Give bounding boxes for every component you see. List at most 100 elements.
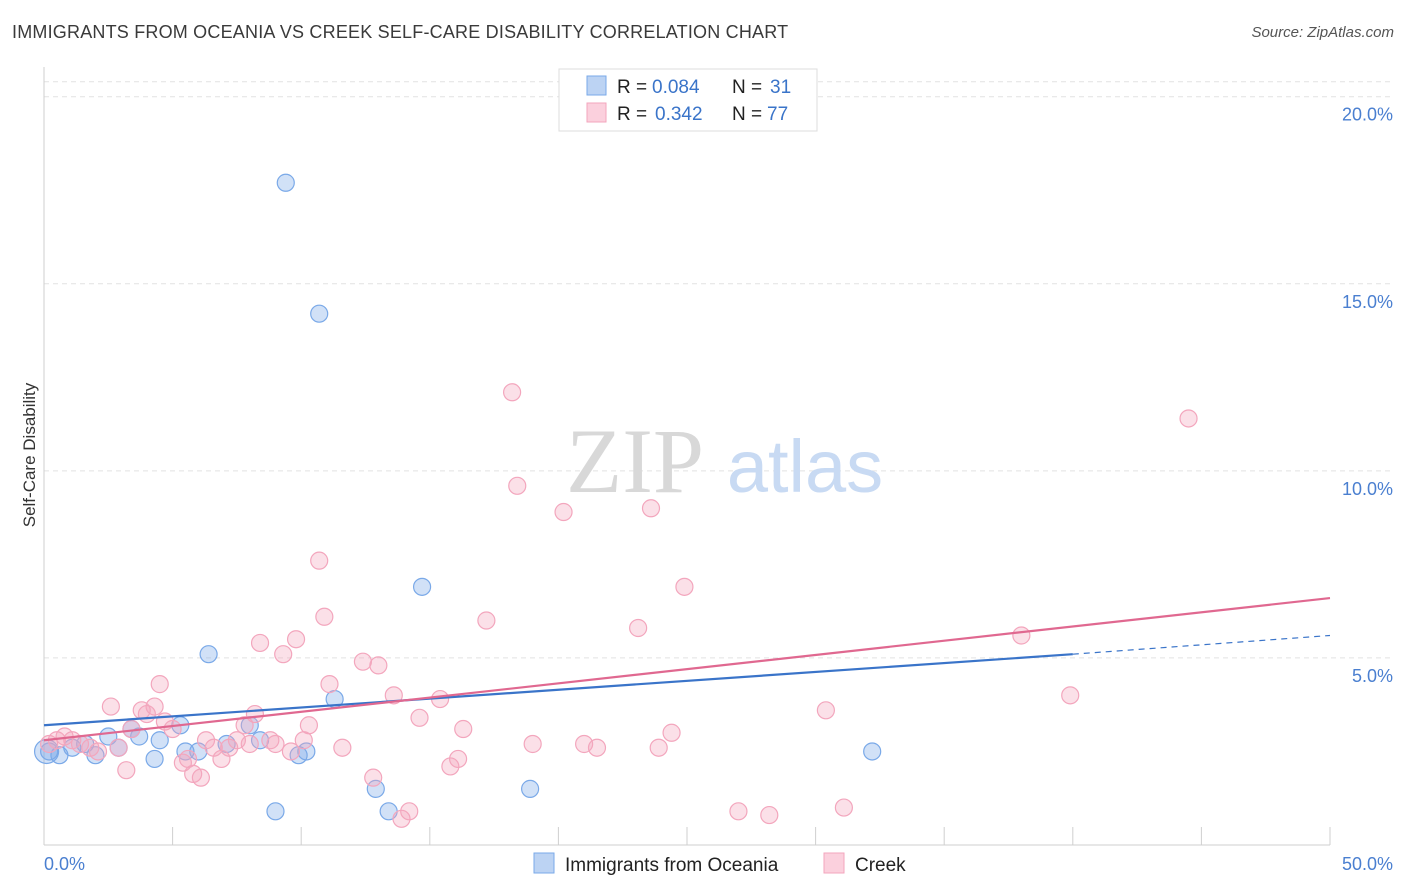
creek-point-34 [286,630,306,649]
bottom-legend-label-oceania: Immigrants from Oceania [565,855,779,876]
creek-point-67 [834,798,853,817]
bottom-legend-label-creek: Creek [855,855,906,876]
creek-point-62 [662,723,681,742]
x-tick-label-min: 0.0% [44,854,85,874]
oceania-trend-line [43,653,1073,727]
oceania-point-8 [130,727,149,746]
creek-point-41 [353,652,373,671]
creek-point-7 [101,697,120,716]
oceania-point-21 [297,742,316,761]
creek-point-29 [250,633,270,653]
series-creek-points [40,383,1198,828]
creek-point-42 [364,768,383,787]
creek-point-44 [384,686,403,705]
x-tick-label-max: 50.0% [1342,854,1393,874]
creek-point-65 [760,805,779,825]
axes [43,67,1331,846]
oceania-point-27 [521,779,540,798]
watermark-atlas: atlas [727,425,883,508]
legend-swatch-creek [586,102,607,123]
creek-point-45 [392,809,411,828]
creek-point-43 [369,656,388,675]
creek-point-33 [281,742,301,761]
creek-point-24 [220,738,239,757]
oceania-point-12 [176,742,195,761]
creek-point-40 [333,738,352,757]
creek-point-68 [1012,626,1031,645]
creek-point-16 [163,719,182,739]
y-tick-label-3: 20.0% [1342,105,1393,125]
legend-n-oceania: 31 [770,77,791,98]
creek-point-61 [649,738,668,757]
creek-point-39 [320,675,339,694]
creek-point-64 [729,802,748,821]
grid-lines [44,81,1393,659]
creek-point-6 [88,742,108,761]
creek-point-37 [310,551,329,570]
legend-r-creek: 0.342 [655,104,703,125]
oceania-point-22 [310,304,329,323]
creek-point-38 [315,607,334,626]
creek-point-66 [816,701,835,720]
creek-point-50 [448,749,468,769]
legend-n-creek: 77 [767,104,788,125]
creek-point-58 [587,738,607,757]
creek-trend-line [43,596,1331,742]
oceania-point-10 [150,731,169,750]
creek-point-26 [235,716,254,735]
creek-point-63 [675,577,694,596]
legend-n-label-creek: N = [732,104,762,125]
creek-point-13 [145,697,164,716]
legend-r-label-creek: R = [617,104,647,125]
creek-point-14 [150,675,169,694]
y-tick-label-2: 15.0% [1342,292,1393,312]
creek-point-49 [441,757,460,776]
creek-point-51 [454,719,473,739]
creek-point-56 [554,502,573,522]
creek-point-28 [245,704,265,724]
legend-r-label-oceania: R = [617,77,647,98]
watermark: ZIP atlas [566,410,883,512]
oceania-point-17 [250,731,270,750]
creek-point-20 [191,768,210,787]
legend-n-label-oceania: N = [732,77,762,98]
bottom-legend: Immigrants from Oceania Creek [533,852,906,876]
creek-point-46 [400,802,419,821]
creek-point-32 [274,645,293,664]
creek-point-59 [629,618,648,638]
watermark-zip: ZIP [566,410,704,512]
creek-point-53 [503,383,522,402]
oceania-point-9 [145,749,164,769]
creek-point-21 [196,731,216,750]
creek-point-54 [508,476,527,495]
bottom-legend-swatch-creek [823,852,845,874]
legend: R = 0.084 N = 31 R = 0.342 N = 77 [558,68,818,132]
legend-r-oceania: 0.084 [652,77,700,98]
y-tick-label-1: 10.0% [1342,479,1393,499]
chart-title: IMMIGRANTS FROM OCEANIA VS CREEK SELF-CA… [12,22,789,42]
y-axis-label: Self-Care Disability [20,382,39,527]
creek-point-60 [641,499,661,518]
creek-point-27 [240,734,259,754]
creek-point-70 [1179,409,1198,428]
creek-point-47 [410,708,429,727]
creek-point-52 [477,611,496,630]
oceania-point-18 [266,802,285,821]
creek-point-36 [299,716,319,735]
trend-lines [43,596,1331,742]
oceania-point-28 [863,742,882,761]
series-oceania-points [33,173,882,821]
creek-point-9 [117,761,136,780]
creek-point-69 [1061,686,1080,705]
oceania-point-14 [199,645,218,664]
source-label: Source: ZipAtlas.com [1251,24,1394,41]
y-tick-labels: 5.0% 10.0% 15.0% 20.0% [1342,105,1393,686]
oceania-point-24 [366,779,385,798]
creek-point-55 [523,734,542,754]
oceania-point-26 [412,577,432,596]
y-tick-label-0: 5.0% [1352,666,1393,686]
oceania-trend-extension [1072,634,1331,655]
creek-point-8 [109,738,128,757]
creek-point-31 [266,734,285,754]
